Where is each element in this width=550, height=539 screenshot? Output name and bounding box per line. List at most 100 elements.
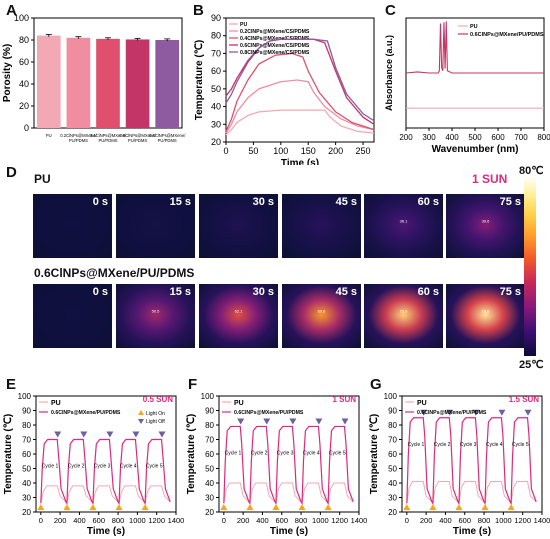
y-tick-label: 50: [211, 84, 221, 94]
light-off-marker: [263, 418, 271, 425]
light-off-marker: [158, 431, 166, 438]
x-tick-label: 1400: [534, 516, 550, 525]
temperature-colorbar: [524, 178, 536, 356]
y-tick-label: 40: [388, 479, 397, 488]
y-tick-label: 40: [19, 79, 29, 89]
panel-label-d: D: [6, 164, 17, 181]
thermal-spot-reading: 75.0: [399, 308, 408, 314]
x-tick-label: 0.4ClNPs@MXene/PU/PDMS: [90, 133, 127, 143]
thermal-time-label: 30 s: [252, 286, 274, 298]
y-tick-label: 80: [211, 31, 221, 41]
y-tick-label: 70: [388, 436, 397, 445]
x-tick-label: 800: [478, 516, 491, 525]
y-tick-label: 20: [211, 137, 221, 147]
x-axis-label: Time (s): [87, 526, 125, 537]
thermal-time-label: 0 s: [92, 196, 108, 208]
cycle-label: Cycle 2: [434, 442, 451, 448]
absorbance-chart: 200 300 400 500 600 700 800 Wavenumber (nm) Abso…: [384, 17, 550, 155]
thermal-time-label: 60 s: [417, 286, 439, 298]
x-tick-label: 400: [73, 516, 86, 525]
y-tick-label: 60: [211, 66, 221, 76]
bar: [66, 37, 91, 128]
light-off-marker: [446, 409, 454, 416]
light-on-marker: [220, 504, 228, 510]
legend-label: 0.2ClNPs@MXene/CS/PDMS: [240, 29, 310, 35]
y-tick-label: 30: [22, 494, 31, 503]
light-on-marker: [246, 504, 254, 510]
y-tick-label: 20: [22, 508, 31, 517]
series-line: [225, 79, 375, 134]
thermal-image-composite-0: 0 s: [33, 284, 112, 348]
y-tick-label: 20: [388, 508, 397, 517]
temperature-time-chart: 0 50 100 150 200 250 20 30 40 50 60 70 80 90 Time (s) T…: [194, 13, 375, 165]
panel-label-f: F: [188, 376, 198, 393]
x-tick-label: 200: [54, 516, 67, 525]
light-off-marker: [315, 418, 323, 425]
x-tick-label: 500: [468, 133, 482, 142]
composite-series-line: [406, 417, 537, 506]
x-tick-label: 0.8ClNPs@MXene/PU/PDMS: [149, 133, 186, 143]
y-tick-label: 90: [388, 407, 397, 416]
bar: [155, 40, 180, 128]
thermal-time-label: 15 s: [169, 196, 191, 208]
light-on-marker: [298, 504, 306, 510]
y-tick-label: 80: [19, 35, 29, 45]
y-tick-label: 70: [22, 436, 31, 445]
thermal-image-pu-3: 45 s: [282, 194, 361, 258]
light-on-marker: [429, 504, 437, 510]
y-tick-label: 100: [201, 392, 215, 401]
cycle-label: Cycle 2: [68, 464, 85, 470]
thermal-image-composite-3: 45 s 69.6: [282, 284, 361, 348]
thermal-time-label: 75 s: [499, 196, 521, 208]
x-tick-label: 800: [295, 516, 308, 525]
x-tick-label: 600: [459, 516, 472, 525]
sun-intensity-label: 1.5 SUN: [509, 395, 539, 404]
legend-label: PU: [240, 22, 247, 28]
y-tick-label: 50: [205, 465, 214, 474]
y-tick-label: 0: [24, 123, 29, 133]
y-tick-label: 90: [22, 407, 31, 416]
light-off-marker: [498, 409, 506, 416]
x-axis-label: Time (s): [281, 158, 319, 165]
thermal-image-composite-4: 60 s 75.0: [364, 284, 443, 348]
x-tick-label: 1000: [312, 516, 329, 525]
y-tick-label: 80: [22, 421, 31, 430]
light-on-marker: [324, 504, 332, 510]
y-tick-label: 80: [205, 421, 214, 430]
legend-light-on-icon: [138, 410, 144, 415]
light-on-marker: [115, 504, 123, 510]
cycle-label: Cycle 1: [225, 450, 242, 456]
y-tick-label: 30: [388, 494, 397, 503]
y-tick-label: 20: [19, 101, 29, 111]
x-tick-label: 0: [39, 516, 43, 525]
x-axis-label: Wavenumber (nm): [432, 144, 519, 155]
x-tick-label: 50: [248, 146, 258, 156]
cycle-chart-1-5-sun: 0 200 400 600 800 1000 1200 1400 20 30 40 50 60 70 80 9…: [369, 392, 550, 537]
y-axis-label: Temperature (℃): [369, 414, 380, 495]
x-tick-label: 1200: [331, 516, 348, 525]
light-on-marker: [37, 504, 45, 510]
x-tick-label: 600: [276, 516, 289, 525]
cycle-label: Cycle 1: [42, 464, 59, 470]
x-tick-label: 200: [237, 516, 250, 525]
x-axis-label: Time (s): [453, 526, 491, 537]
porosity-bar-chart: 0 20 40 60 80 100 Porosity (%) PU 0.2ClNPs@MXene…: [2, 13, 186, 143]
cycle-label: Cycle 3: [94, 464, 111, 470]
x-tick-label: 1000: [495, 516, 512, 525]
bar: [36, 35, 61, 128]
panel-label-e: E: [6, 376, 17, 393]
pu-series-line: [40, 485, 171, 505]
y-tick-label: 60: [205, 450, 214, 459]
y-tick-label: 20: [205, 508, 214, 517]
panel-label-g: G: [370, 376, 382, 393]
panel-label-b: B: [193, 2, 204, 19]
y-tick-label: 90: [205, 407, 214, 416]
thermal-image-composite-5: 75 s 78.6: [446, 284, 525, 348]
x-tick-label: 0.2ClNPs@MXene/PU/PDMS: [60, 133, 97, 143]
legend-label: PU: [470, 24, 478, 30]
legend-label: Light On: [146, 411, 165, 417]
bar: [96, 38, 120, 128]
cycle-label: Cycle 3: [460, 442, 477, 448]
light-off-marker: [80, 431, 88, 438]
x-tick-label: 600: [93, 516, 106, 525]
